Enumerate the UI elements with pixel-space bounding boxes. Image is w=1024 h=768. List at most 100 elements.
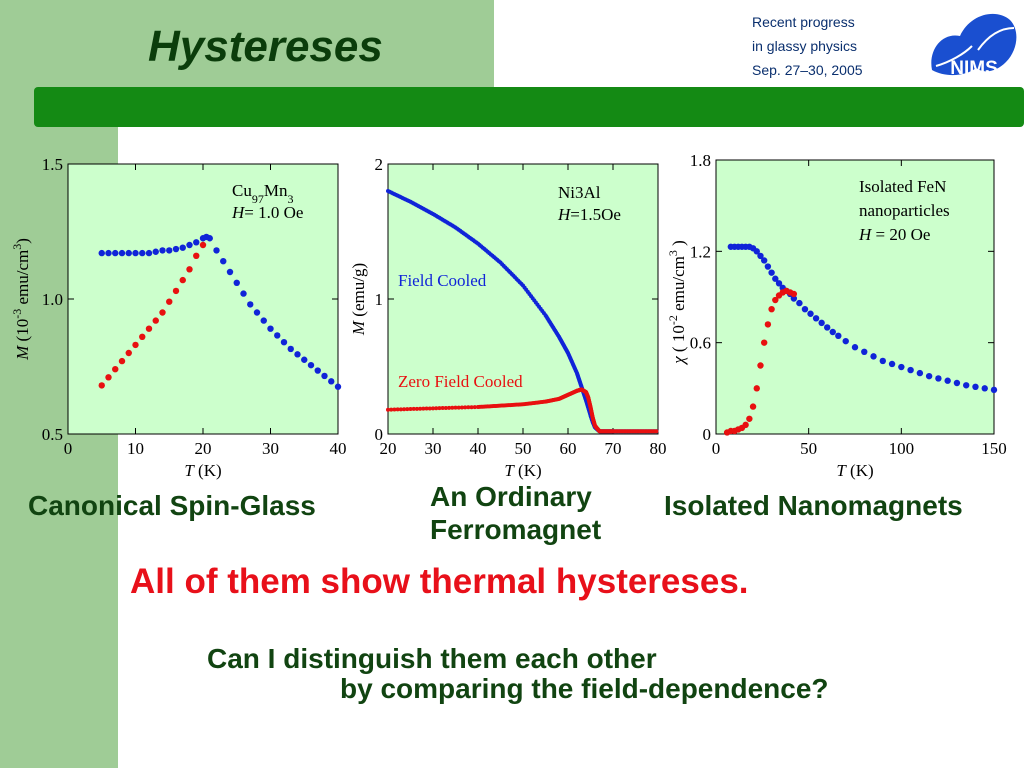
sample-label: Ni3Al xyxy=(558,183,601,202)
data-point xyxy=(842,337,849,345)
data-point xyxy=(453,405,458,410)
data-point xyxy=(145,325,153,332)
data-point xyxy=(818,319,825,327)
data-point xyxy=(443,405,448,410)
data-point xyxy=(790,295,798,302)
data-point xyxy=(405,407,410,412)
data-point xyxy=(386,407,390,412)
x-axis-label: T (K) xyxy=(184,461,221,480)
data-point xyxy=(440,406,445,411)
sample-label: Isolated FeN xyxy=(859,177,946,196)
y-axis-label: M (emu/g) xyxy=(349,263,368,336)
data-point xyxy=(139,333,146,340)
data-point xyxy=(459,405,464,410)
data-point xyxy=(179,244,186,251)
data-point xyxy=(775,280,783,287)
y-tick-label: 0.6 xyxy=(690,334,711,353)
data-point xyxy=(267,325,274,332)
data-point xyxy=(760,339,768,346)
sample-label: Cu97Mn3 xyxy=(232,181,293,206)
data-point xyxy=(424,406,429,411)
data-point xyxy=(145,249,153,257)
data-point xyxy=(757,252,764,260)
data-point xyxy=(764,321,772,328)
data-point xyxy=(98,249,105,257)
y-axis-label-text: M (emu/g) xyxy=(349,263,368,336)
data-point xyxy=(247,301,254,308)
y-tick-label: 1.2 xyxy=(690,242,711,261)
data-point xyxy=(888,360,896,368)
data-point xyxy=(972,383,979,391)
data-point xyxy=(753,385,760,392)
data-point xyxy=(253,309,261,316)
data-point xyxy=(408,407,413,412)
y-tick-label: 0 xyxy=(703,425,712,444)
data-point xyxy=(925,372,933,380)
x-tick-label: 20 xyxy=(380,439,397,458)
data-point xyxy=(963,382,970,389)
data-point xyxy=(392,407,397,412)
conference-line: Recent progress xyxy=(752,14,855,30)
y-tick-label: 1.8 xyxy=(690,151,711,170)
data-point xyxy=(418,406,423,411)
slide-title: Hystereses xyxy=(148,22,383,71)
data-point xyxy=(746,415,753,422)
data-point xyxy=(118,357,126,365)
data-point xyxy=(193,239,200,246)
y-axis-label: M (10-3 emu/cm3) xyxy=(10,238,32,361)
conference-line: in glassy physics xyxy=(752,38,858,54)
x-tick-label: 80 xyxy=(650,439,667,458)
data-point xyxy=(280,339,288,346)
data-point xyxy=(321,372,328,380)
data-point xyxy=(437,406,442,411)
data-point xyxy=(768,269,775,276)
data-point xyxy=(434,406,439,411)
data-point xyxy=(772,296,779,304)
data-point xyxy=(159,309,166,316)
data-point xyxy=(213,247,220,254)
data-point xyxy=(935,375,942,382)
data-point xyxy=(402,407,407,412)
x-tick-label: 20 xyxy=(195,439,212,458)
data-point xyxy=(450,405,455,410)
data-point xyxy=(118,249,126,257)
x-axis-label: T (K) xyxy=(504,461,541,480)
question-line-2: by comparing the field-dependence? xyxy=(340,673,829,704)
data-point xyxy=(907,366,914,374)
data-point xyxy=(824,324,831,331)
data-point xyxy=(456,405,461,410)
data-point xyxy=(199,241,207,249)
field-label: H=1.5Oe xyxy=(557,205,621,224)
conference-line: Sep. 27–30, 2005 xyxy=(752,62,863,78)
caption-line: An Ordinary xyxy=(430,481,592,512)
data-point xyxy=(427,406,432,411)
title-band xyxy=(0,0,494,88)
caption-ordinary-ferromagnet: An Ordinary Ferromagnet xyxy=(430,480,601,546)
data-point xyxy=(812,315,820,322)
data-point xyxy=(193,252,200,259)
caption-isolated-nanomagnets: Isolated Nanomagnets xyxy=(664,490,963,521)
data-point xyxy=(654,429,659,434)
y-tick-label: 0.5 xyxy=(42,425,63,444)
zero-field-cooled-label: Zero Field Cooled xyxy=(398,372,523,391)
data-point xyxy=(749,403,757,410)
data-point xyxy=(105,374,112,381)
field-label: H= 1.0 Oe xyxy=(231,203,303,222)
data-point xyxy=(398,407,403,412)
chart-ordinary-ferromagnet: 20 30 40 50 60 70 80 0 1 2 T (K) Ni3Al H=1.5Oe Field … xyxy=(349,155,667,480)
x-tick-label: 70 xyxy=(605,439,622,458)
data-point xyxy=(105,249,112,257)
data-point xyxy=(472,405,477,410)
x-tick-label: 30 xyxy=(425,439,442,458)
data-point xyxy=(287,345,294,353)
data-point xyxy=(389,407,394,412)
x-tick-label: 30 xyxy=(262,439,279,458)
data-point xyxy=(421,406,426,411)
x-tick-label: 50 xyxy=(800,439,817,458)
data-point xyxy=(466,405,471,410)
data-point xyxy=(953,379,961,387)
data-point xyxy=(981,385,988,392)
data-point xyxy=(233,279,240,286)
data-point xyxy=(314,367,321,374)
